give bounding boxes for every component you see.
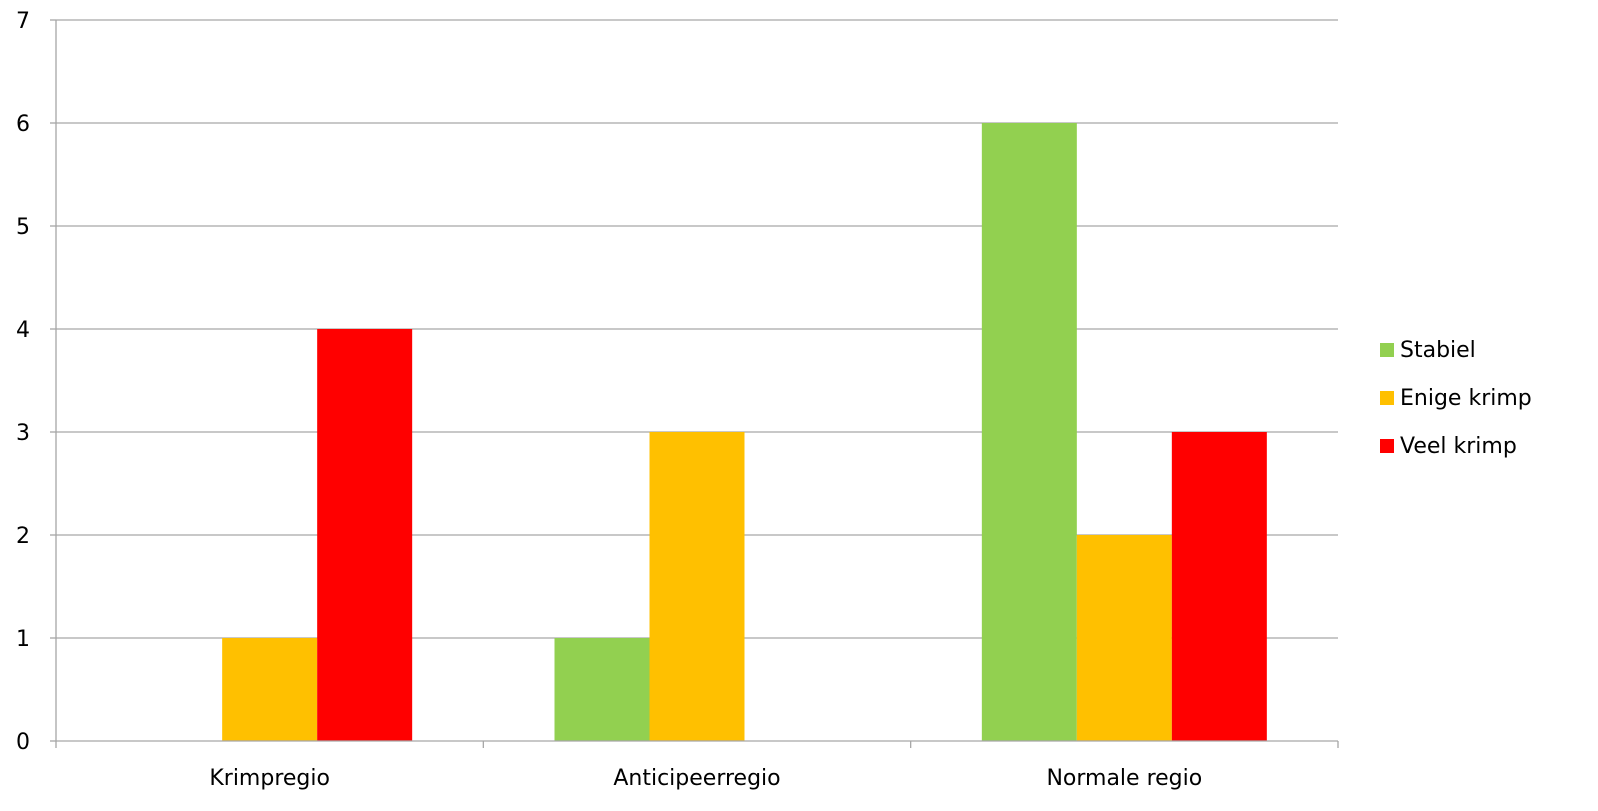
x-tick-label: Krimpregio	[209, 766, 330, 791]
legend-swatch	[1380, 391, 1394, 405]
y-tick-label: 7	[16, 9, 30, 34]
x-tick-label: Normale regio	[1046, 766, 1202, 791]
legend: Stabiel Enige krimp Veel krimp	[1380, 338, 1532, 459]
y-tick-label: 4	[16, 318, 30, 343]
bar	[1076, 535, 1172, 741]
bar	[649, 432, 745, 741]
bars	[222, 123, 1267, 741]
legend-swatch	[1380, 439, 1394, 453]
y-tick-label: 3	[16, 421, 30, 446]
bar	[981, 123, 1077, 741]
bar	[222, 638, 318, 741]
y-tick-label: 5	[16, 215, 30, 240]
legend-label: Stabiel	[1400, 338, 1476, 363]
bar	[1171, 432, 1267, 741]
y-tick-label: 1	[16, 627, 30, 652]
y-tick-label: 2	[16, 524, 30, 549]
y-tick-label: 6	[16, 112, 30, 137]
legend-label: Veel krimp	[1400, 434, 1517, 459]
bar	[554, 638, 650, 741]
axes: 0 1 2 3 4 5 6 7 Krimpregio Anticipeerregio Normale…	[16, 9, 1339, 791]
bar	[317, 329, 413, 741]
x-tick-label: Anticipeerregio	[613, 766, 780, 791]
y-tick-label: 0	[16, 730, 30, 755]
legend-swatch	[1380, 343, 1394, 357]
legend-label: Enige krimp	[1400, 386, 1532, 411]
